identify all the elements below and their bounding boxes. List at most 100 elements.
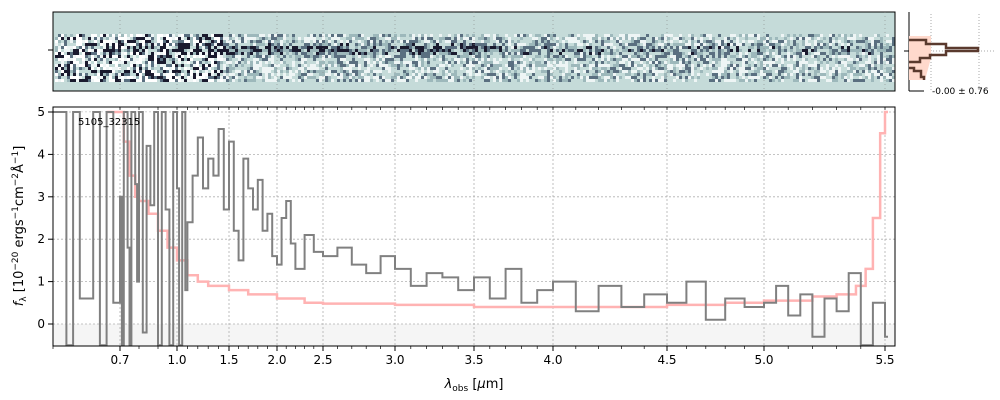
twod-pixel bbox=[136, 46, 139, 49]
twod-pixel bbox=[253, 43, 256, 46]
twod-pixel bbox=[217, 43, 220, 46]
twod-pixel bbox=[130, 46, 133, 49]
twod-pixel bbox=[787, 55, 790, 58]
twod-pixel bbox=[769, 79, 772, 82]
twod-pixel bbox=[697, 46, 700, 49]
twod-pixel bbox=[766, 73, 769, 76]
twod-pixel bbox=[820, 40, 823, 43]
twod-pixel bbox=[97, 76, 100, 79]
twod-pixel bbox=[217, 49, 220, 52]
twod-pixel bbox=[412, 55, 415, 58]
twod-pixel bbox=[577, 40, 580, 43]
twod-pixel bbox=[499, 76, 502, 79]
twod-pixel bbox=[268, 43, 271, 46]
twod-pixel bbox=[475, 49, 478, 52]
twod-pixel bbox=[406, 70, 409, 73]
twod-pixel bbox=[79, 67, 82, 70]
twod-pixel bbox=[886, 46, 889, 49]
twod-pixel bbox=[571, 46, 574, 49]
twod-pixel bbox=[178, 34, 181, 37]
twod-pixel bbox=[145, 52, 148, 55]
twod-pixel bbox=[505, 40, 508, 43]
twod-pixel bbox=[430, 67, 433, 70]
twod-pixel bbox=[112, 61, 115, 64]
twod-pixel bbox=[637, 43, 640, 46]
twod-pixel bbox=[787, 76, 790, 79]
twod-pixel bbox=[136, 40, 139, 43]
twod-pixel bbox=[829, 40, 832, 43]
twod-pixel bbox=[64, 64, 67, 67]
twod-pixel bbox=[109, 61, 112, 64]
twod-pixel bbox=[229, 73, 232, 76]
twod-pixel bbox=[610, 76, 613, 79]
twod-pixel bbox=[679, 34, 682, 37]
twod-pixel bbox=[487, 49, 490, 52]
twod-pixel bbox=[316, 55, 319, 58]
twod-pixel bbox=[97, 43, 100, 46]
twod-pixel bbox=[448, 52, 451, 55]
twod-pixel bbox=[85, 52, 88, 55]
twod-pixel bbox=[334, 49, 337, 52]
twod-pixel bbox=[214, 70, 217, 73]
twod-pixel bbox=[448, 76, 451, 79]
twod-pixel bbox=[688, 70, 691, 73]
twod-pixel bbox=[508, 76, 511, 79]
twod-pixel bbox=[529, 52, 532, 55]
twod-pixel bbox=[391, 49, 394, 52]
twod-pixel bbox=[559, 79, 562, 82]
twod-pixel bbox=[412, 67, 415, 70]
twod-pixel bbox=[664, 79, 667, 82]
twod-pixel bbox=[814, 43, 817, 46]
twod-pixel bbox=[472, 49, 475, 52]
twod-pixel bbox=[793, 70, 796, 73]
twod-pixel bbox=[55, 70, 58, 73]
twod-pixel bbox=[211, 70, 214, 73]
twod-pixel bbox=[781, 58, 784, 61]
twod-pixel bbox=[733, 67, 736, 70]
twod-pixel bbox=[274, 52, 277, 55]
twod-pixel bbox=[400, 64, 403, 67]
twod-pixel bbox=[307, 55, 310, 58]
twod-pixel bbox=[469, 43, 472, 46]
twod-pixel bbox=[751, 76, 754, 79]
twod-pixel bbox=[769, 70, 772, 73]
twod-pixel bbox=[349, 76, 352, 79]
twod-pixel bbox=[256, 40, 259, 43]
twod-pixel bbox=[82, 58, 85, 61]
twod-pixel bbox=[568, 58, 571, 61]
twod-pixel bbox=[667, 52, 670, 55]
twod-pixel bbox=[400, 49, 403, 52]
twod-pixel bbox=[712, 49, 715, 52]
twod-pixel bbox=[175, 40, 178, 43]
twod-pixel bbox=[766, 58, 769, 61]
twod-pixel bbox=[361, 70, 364, 73]
twod-pixel bbox=[73, 58, 76, 61]
twod-pixel bbox=[769, 64, 772, 67]
twod-pixel bbox=[253, 40, 256, 43]
twod-pixel bbox=[394, 37, 397, 40]
twod-pixel bbox=[730, 40, 733, 43]
twod-pixel bbox=[538, 52, 541, 55]
twod-pixel bbox=[826, 79, 829, 82]
twod-pixel bbox=[211, 55, 214, 58]
twod-pixel bbox=[880, 52, 883, 55]
twod-pixel bbox=[601, 79, 604, 82]
twod-pixel bbox=[814, 79, 817, 82]
twod-pixel bbox=[634, 55, 637, 58]
twod-pixel bbox=[97, 73, 100, 76]
twod-pixel bbox=[640, 58, 643, 61]
twod-pixel bbox=[361, 46, 364, 49]
twod-pixel bbox=[892, 79, 895, 82]
twod-pixel bbox=[874, 73, 877, 76]
twod-pixel bbox=[832, 73, 835, 76]
twod-pixel bbox=[472, 43, 475, 46]
twod-pixel bbox=[322, 43, 325, 46]
twod-pixel bbox=[790, 73, 793, 76]
twod-pixel bbox=[307, 37, 310, 40]
twod-pixel bbox=[103, 52, 106, 55]
twod-pixel bbox=[124, 70, 127, 73]
twod-pixel bbox=[229, 40, 232, 43]
twod-pixel bbox=[202, 73, 205, 76]
twod-pixel bbox=[868, 43, 871, 46]
twod-pixel bbox=[478, 46, 481, 49]
